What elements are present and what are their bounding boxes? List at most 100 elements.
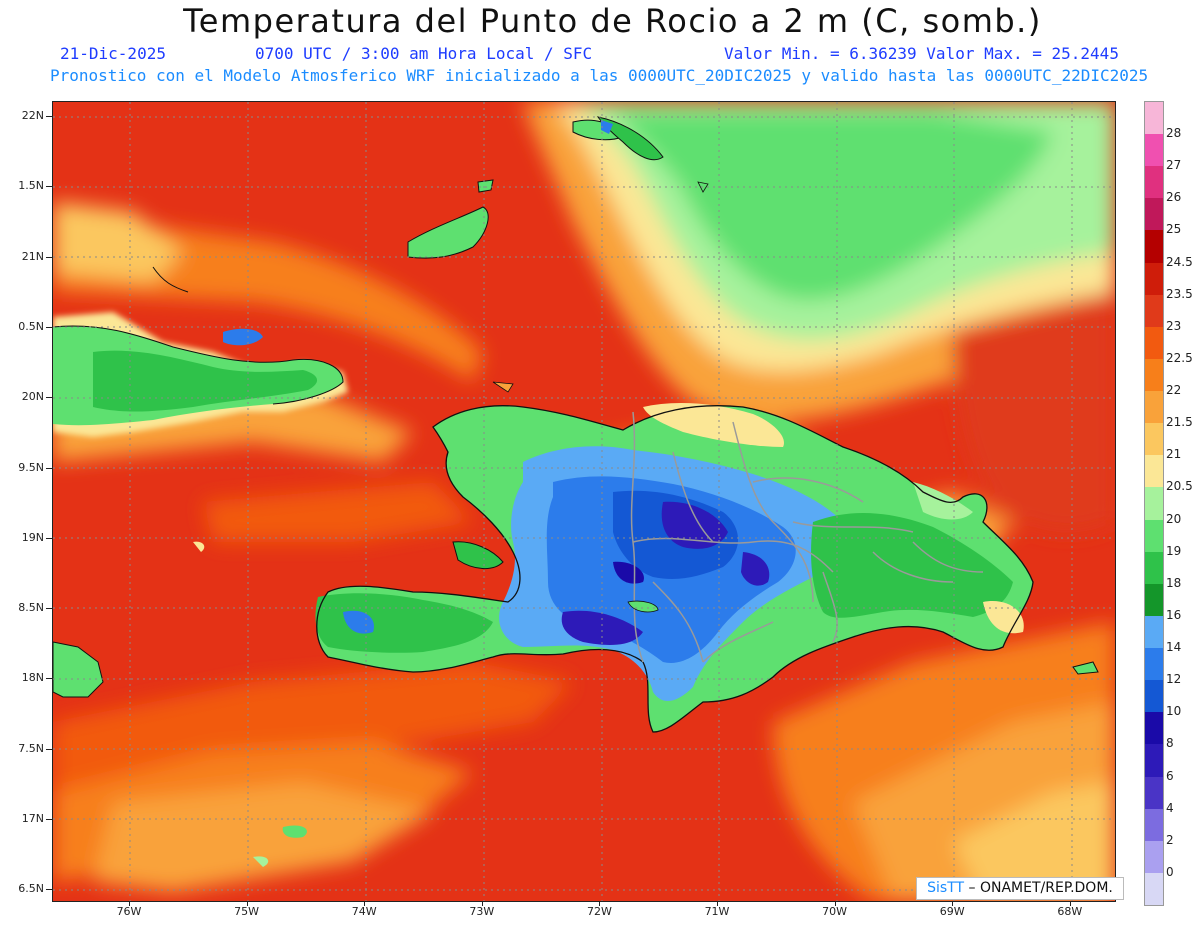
- lon-tick: [129, 901, 130, 906]
- lat-label: 21N: [21, 249, 44, 263]
- colorbar-label: 27: [1166, 158, 1182, 173]
- lat-tick: [46, 326, 52, 328]
- colorbar-segment: [1145, 391, 1163, 424]
- colorbar-label: 12: [1166, 672, 1182, 687]
- lon-label: 73W: [469, 905, 495, 918]
- lon-label: 74W: [351, 905, 377, 918]
- colorbar-segment: [1145, 551, 1163, 585]
- lat-lon-grid: [53, 102, 1115, 901]
- colorbar-segment: [1145, 744, 1163, 777]
- colorbar-label: 28: [1166, 126, 1182, 141]
- colorbar-label: 25: [1166, 222, 1182, 237]
- dewpoint-field: [53, 102, 1115, 901]
- lat-label: 8.5N: [18, 601, 44, 615]
- colorbar-segment: [1145, 776, 1163, 810]
- colorbar-segment: [1145, 455, 1163, 488]
- lat-tick: [46, 608, 52, 610]
- time-info: 0700 UTC / 3:00 am Hora Local / SFC: [255, 44, 593, 63]
- lon-label: 72W: [586, 905, 612, 918]
- colorbar-segment: [1145, 262, 1163, 296]
- colorbar-segment: [1145, 840, 1163, 874]
- lat-tick: [46, 537, 52, 539]
- lon-tick: [599, 901, 601, 906]
- colorbar-label: 23.5: [1166, 286, 1193, 301]
- sistt-logo-text: SisTT: [927, 880, 965, 896]
- lat-label: 19N: [21, 530, 44, 544]
- colorbar-label: 20: [1166, 511, 1182, 526]
- lon-label: 69W: [939, 905, 965, 918]
- colorbar-segment: [1145, 648, 1163, 681]
- credit-box: SisTT – ONAMET/REP.DOM.: [916, 877, 1124, 900]
- min-max-values: Valor Min. = 6.36239 Valor Max. = 25.244…: [724, 44, 1119, 63]
- colorbar-segment: [1145, 294, 1163, 328]
- colorbar-label: 24.5: [1166, 254, 1193, 269]
- colorbar-segment: [1145, 358, 1163, 392]
- colorbar-label: 20.5: [1166, 479, 1193, 494]
- colorbar-label: 21: [1166, 447, 1182, 462]
- colorbar-segment: [1145, 519, 1163, 553]
- lon-tick: [481, 901, 483, 906]
- colorbar-label: 8: [1166, 736, 1174, 751]
- province-borders: [630, 411, 984, 663]
- lon-label: 71W: [704, 905, 730, 918]
- colorbar-segment: [1145, 423, 1163, 456]
- lon-tick: [834, 901, 836, 906]
- colorbar-label: 10: [1166, 704, 1182, 719]
- colorbar-segment: [1145, 872, 1163, 906]
- colorbar-segment: [1145, 487, 1163, 521]
- colorbar-segment: [1145, 615, 1163, 649]
- lat-label: 18N: [21, 671, 44, 685]
- lat-label: 9.5N: [18, 460, 44, 474]
- colorbar-label: 4: [1166, 800, 1174, 815]
- map-title: Temperatura del Punto de Rocio a 2 m (C,…: [183, 2, 1042, 40]
- colorbar-label: 26: [1166, 190, 1182, 205]
- map-canvas: [53, 102, 1115, 901]
- lat-tick: [46, 397, 52, 399]
- colorbar-label: 16: [1166, 607, 1182, 622]
- lon-label: 76W: [116, 905, 142, 918]
- colorbar-segment: [1145, 680, 1163, 713]
- lat-label: 17N: [21, 812, 44, 825]
- colorbar-segment: [1145, 230, 1163, 264]
- colorbar-segment: [1145, 134, 1163, 167]
- lon-label: 70W: [822, 905, 848, 918]
- lat-label: 6.5N: [18, 882, 44, 896]
- colorbar-label: 0: [1166, 864, 1174, 879]
- colorbar-segment: [1145, 712, 1163, 745]
- colorbar-label: 23: [1166, 318, 1182, 333]
- colorbar-label: 6: [1166, 768, 1174, 783]
- colorbar-segment: [1145, 326, 1163, 360]
- puerto-rico-tip: [1072, 661, 1099, 675]
- date-label: 21-Dic-2025: [60, 44, 166, 63]
- lat-tick: [46, 186, 52, 188]
- cuba-landmass: [53, 266, 348, 437]
- colorbar-segment: [1145, 583, 1163, 617]
- lat-tick: [46, 889, 52, 891]
- lat-tick: [46, 678, 52, 680]
- dewpoint-map: [52, 101, 1116, 902]
- colorbar-segment: [1145, 198, 1163, 231]
- hispaniola-island: [315, 402, 1034, 733]
- lat-tick: [46, 467, 52, 469]
- lat-tick: [46, 748, 52, 750]
- colorbar-label: 22: [1166, 383, 1182, 398]
- colorbar-segment: [1145, 166, 1163, 199]
- colorbar-segment: [1145, 808, 1163, 842]
- colorbar-label: 18: [1166, 575, 1182, 590]
- colorbar-segment: [1145, 102, 1163, 135]
- colorbar-label: 22.5: [1166, 350, 1193, 365]
- lon-label: 68W: [1057, 905, 1083, 918]
- lon-tick: [952, 901, 954, 906]
- colorbar-label: 19: [1166, 543, 1182, 558]
- lon-tick: [246, 901, 248, 906]
- lon-label: 75W: [234, 905, 260, 918]
- lat-label: 1.5N: [18, 179, 44, 193]
- sea-highlights: [193, 541, 307, 867]
- lat-label: 22N: [21, 109, 44, 122]
- colorbar-label: 21.5: [1166, 415, 1193, 430]
- colorbar-label: 14: [1166, 640, 1182, 655]
- credit-text: – ONAMET/REP.DOM.: [968, 880, 1113, 896]
- bahamas-islands: [407, 116, 709, 393]
- lon-tick: [717, 901, 718, 906]
- lat-tick: [46, 819, 52, 820]
